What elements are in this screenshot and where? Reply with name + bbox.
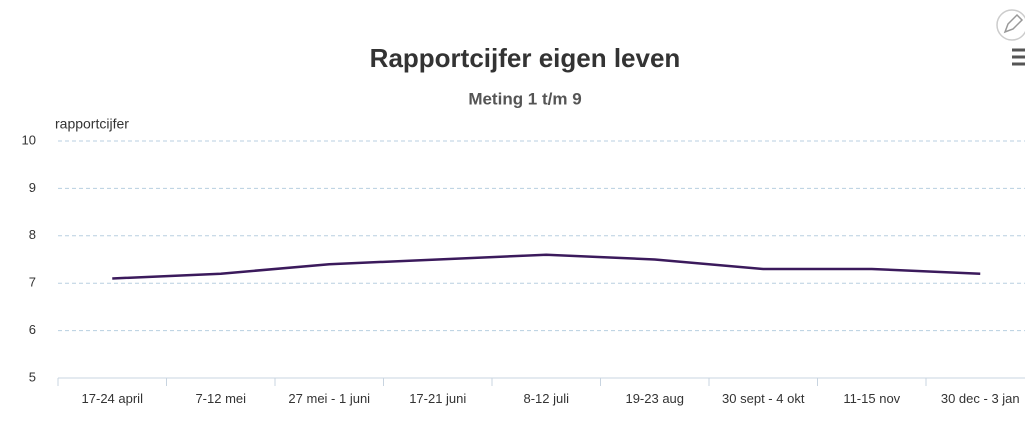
- y-axis-label: rapportcijfer: [55, 116, 129, 132]
- x-tick-label: 19-23 aug: [625, 391, 685, 406]
- y-tick-label: 8: [29, 227, 36, 242]
- data-line: [112, 253, 981, 280]
- x-tick-label: 8-12 juli: [523, 391, 570, 406]
- x-tick-label: 17-24 april: [81, 391, 143, 406]
- y-tick-label: 6: [29, 322, 36, 337]
- x-tick-label: 30 sept - 4 okt: [722, 391, 805, 406]
- y-tick-label: 10: [22, 132, 36, 147]
- y-tick-label: 5: [29, 369, 36, 384]
- y-tick-label: 9: [29, 180, 36, 195]
- x-tick-label: 11-15 nov: [843, 391, 901, 406]
- x-tick-label: 30 dec - 3 jan: [940, 391, 1020, 406]
- menu-button[interactable]: [1012, 48, 1025, 66]
- x-tick-label: 7-12 mei: [195, 391, 247, 406]
- x-tick-label: 17-21 juni: [409, 391, 467, 406]
- chart-title: Rapportcijfer eigen leven: [370, 43, 681, 73]
- chart-subtitle: Meting 1 t/m 9: [468, 89, 581, 108]
- y-tick-label: 7: [29, 275, 36, 290]
- x-tick-label: 27 mei - 1 juni: [288, 391, 371, 406]
- edit-button[interactable]: [996, 9, 1025, 41]
